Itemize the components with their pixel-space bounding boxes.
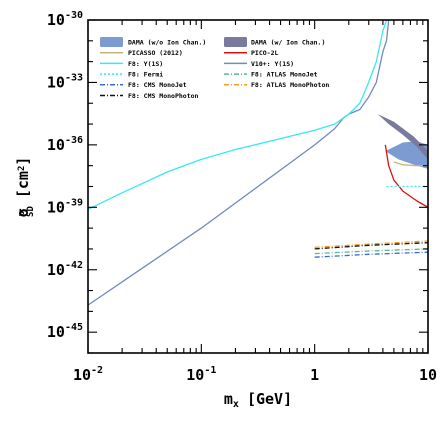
y-axis-subscript: SD [26,206,36,217]
y-tick-label: 10-39 [47,197,83,216]
legend-item-dama-w-ion-chan: DAMA (w/ Ion Chan.) [224,37,325,47]
y-tick-label: 10-30 [47,10,83,29]
legend-item-f8-cms-monojet: F8: CMS MonoJet [100,81,187,89]
legend-item-f8-fermi: F8: Fermi [100,71,163,79]
legend-item-f8-cms-monophoton: F8: CMS MonoPhoton [100,92,199,100]
x-axis-unit: [GeV] [247,390,292,408]
series-layer [88,20,428,306]
legend-label: PICO-2L [251,49,278,57]
y-axis-unit: [cm [14,171,32,198]
legend-label: DAMA (w/ Ion Chan.) [251,38,325,46]
legend-label: F8: ATLAS MonoJet [251,71,318,79]
legend-label: F8: ATLAS MonoPhoton [251,81,329,89]
series-pico-2l [384,144,428,208]
x-axis-symbol: m [224,390,233,408]
legend-item-pico-2l: PICO-2L [224,49,278,57]
legend-item-v10-upsilon-1s: V10+: Υ(1S) [224,60,294,68]
x-tick-label: 10-1 [186,365,216,384]
legend-label: PICASSO (2012) [128,49,183,57]
series-f8-cms-monojet [314,251,428,258]
y-tick-label: 10-33 [47,72,83,91]
x-axis-subscript: x [233,399,239,410]
y-axis-superscript: p [17,210,27,216]
x-tick-label: 10 [419,366,437,384]
legend-swatch [100,37,123,47]
legend-item-picasso-2012: PICASSO (2012) [100,49,183,57]
series-f8-upsilon-1s [88,20,388,210]
x-axis-title: mx [GeV] [224,390,292,410]
series-picasso-2012 [393,161,428,167]
legend-label: F8: Υ(1S) [128,60,163,68]
legend-label: DAMA (w/o Ion Chan.) [128,38,206,46]
x-tick-labels: 10-2 10-1 1 10 [73,365,437,384]
legend-item-f8-atlas-monojet: F8: ATLAS MonoJet [224,71,318,79]
series-dama-w-o-ion-chan [385,141,428,169]
x-tick-label: 10-2 [73,365,103,384]
series-f8-cms-monophoton [314,242,428,250]
y-axis-title: σpSD [cm2] [14,157,36,218]
y-axis-symbol: σ [14,208,32,217]
y-axis-unit-close: ] [14,157,32,166]
series-dama-w-ion-chan [377,114,428,160]
x-tick-label: 1 [310,366,319,384]
y-tick-labels: 10-30 10-33 10-36 10-39 10-42 10-45 [47,10,83,341]
y-tick-label: 10-42 [47,260,83,279]
legend-swatch [224,37,247,47]
axis-ticks [87,19,429,354]
legend-label: F8: CMS MonoJet [128,81,187,89]
y-axis-unit-exponent: 2 [17,166,27,171]
legend-label: F8: Fermi [128,71,163,79]
legend-label: F8: CMS MonoPhoton [128,92,199,100]
series-f8-atlas-monophoton [314,240,428,248]
series-f8-atlas-monojet [314,248,428,255]
legend-item-f8-atlas-monophoton: F8: ATLAS MonoPhoton [224,81,329,89]
y-tick-label: 10-45 [47,322,83,341]
series-v10-upsilon-1s [88,20,390,306]
legend: DAMA (w/o Ion Chan.) DAMA (w/ Ion Chan.) P… [100,37,329,100]
y-tick-label: 10-36 [47,135,83,154]
legend-label: V10+: Υ(1S) [251,60,294,68]
legend-item-dama-w-o-ion-chan: DAMA (w/o Ion Chan.) [100,37,206,47]
legend-item-f8-upsilon-1s: F8: Υ(1S) [100,60,163,68]
